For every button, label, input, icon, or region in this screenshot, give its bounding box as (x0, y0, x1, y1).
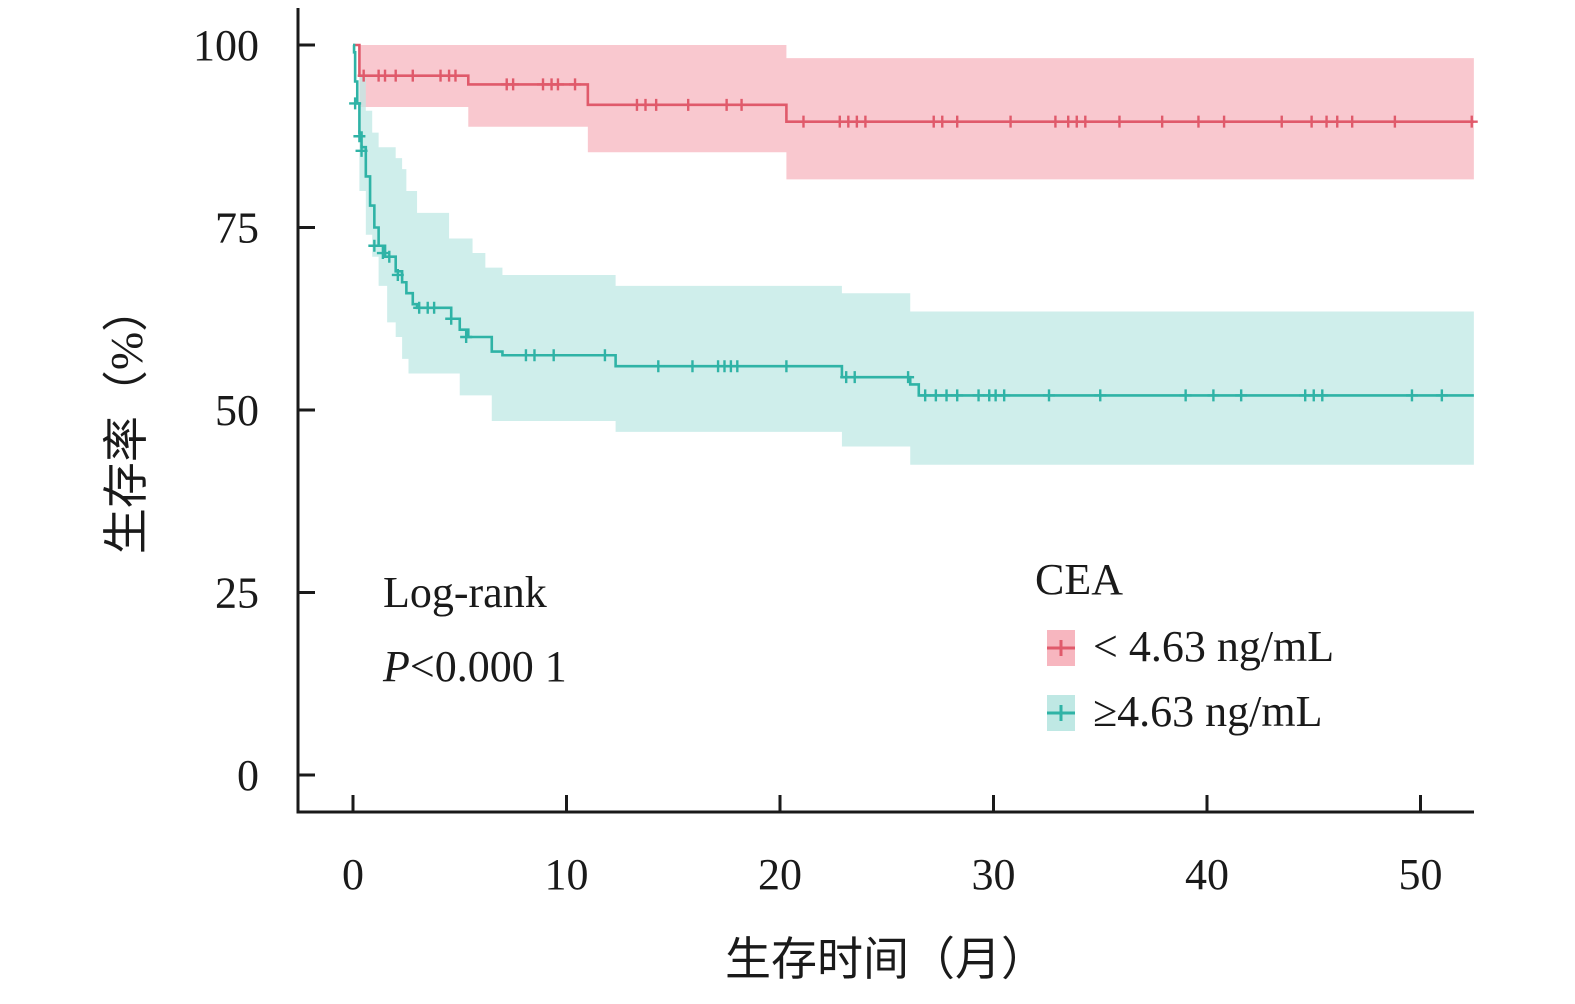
ci-band-high-cea (353, 45, 1474, 465)
logrank-annotation: Log-rank P<0.000 1 (382, 568, 567, 691)
legend-label-high: ≥4.63 ng/mL (1093, 687, 1322, 736)
axes: 0 25 50 75 100 0 10 20 30 40 50 (193, 8, 1474, 899)
censor-mark (919, 389, 932, 402)
x-tick-label: 40 (1185, 850, 1229, 899)
logrank-label: Log-rank (383, 568, 547, 617)
censor-mark (780, 360, 793, 373)
censor-mark (428, 301, 441, 314)
censor-mark (1388, 115, 1401, 128)
censor-mark (1004, 115, 1017, 128)
y-tick-label: 50 (215, 386, 259, 435)
censor-mark (1305, 115, 1318, 128)
censor-mark (1079, 115, 1092, 128)
legend: CEA < 4.63 ng/mL ≥4.63 ng/mL (1035, 555, 1334, 736)
censor-mark (368, 239, 381, 252)
legend-label-low: < 4.63 ng/mL (1093, 622, 1334, 671)
y-tick-label: 75 (215, 204, 259, 253)
censor-mark (1113, 115, 1126, 128)
x-tick-label: 20 (758, 850, 802, 899)
y-tick-label: 0 (237, 751, 259, 800)
p-value-text: <0.000 1 (410, 642, 567, 691)
censor-mark (1192, 115, 1205, 128)
censor-mark (383, 250, 396, 263)
x-tick-label: 0 (342, 850, 364, 899)
censor-mark (528, 349, 541, 362)
censor-mark (797, 115, 810, 128)
censor-marks-high-cea (349, 97, 1448, 402)
censor-mark (1465, 115, 1478, 128)
censor-mark (972, 389, 985, 402)
censor-mark (1435, 389, 1448, 402)
censor-mark (951, 389, 964, 402)
censor-mark (720, 98, 733, 111)
x-tick-label: 50 (1399, 850, 1443, 899)
censor-mark (355, 144, 368, 157)
censor-mark (936, 115, 949, 128)
censor-mark (547, 349, 560, 362)
censor-mark (998, 389, 1011, 402)
censor-mark (735, 98, 748, 111)
y-axis-title: 生存率（%） (101, 286, 152, 554)
legend-title: CEA (1035, 555, 1123, 604)
censor-mark (349, 97, 362, 110)
censor-mark (391, 268, 404, 281)
censor-mark (1049, 115, 1062, 128)
p-value: P<0.000 1 (382, 642, 567, 691)
censor-mark (379, 69, 392, 82)
censor-mark (406, 69, 419, 82)
censor-mark (929, 389, 942, 402)
x-tick-label: 30 (972, 850, 1016, 899)
legend-item-low-cea: < 4.63 ng/mL (1047, 622, 1334, 671)
censor-mark (376, 247, 389, 260)
censor-mark (389, 69, 402, 82)
censor-mark (1043, 389, 1056, 402)
y-tick-label: 100 (193, 21, 259, 70)
censor-mark (650, 98, 663, 111)
censor-mark (1156, 115, 1169, 128)
censor-mark (569, 78, 582, 91)
censor-mark (1331, 115, 1344, 128)
censor-mark (848, 371, 861, 384)
x-axis-title: 生存时间（月） (725, 934, 1047, 985)
censor-mark (1405, 389, 1418, 402)
censor-mark (859, 115, 872, 128)
legend-item-high-cea: ≥4.63 ng/mL (1047, 687, 1322, 736)
censor-mark (731, 360, 744, 373)
censor-mark (598, 349, 611, 362)
censor-mark (551, 78, 564, 91)
y-tick-label: 25 (215, 569, 259, 618)
censor-mark (357, 69, 370, 82)
ci-band-low-cea (353, 45, 1474, 180)
x-tick-label: 10 (545, 850, 589, 899)
censor-mark (445, 312, 458, 325)
censor-mark (353, 130, 366, 143)
censor-mark (1346, 115, 1359, 128)
censor-mark (1235, 389, 1248, 402)
censor-mark (652, 360, 665, 373)
censor-mark (639, 98, 652, 111)
censor-mark (682, 98, 695, 111)
censor-mark (940, 389, 953, 402)
censor-mark (449, 69, 462, 82)
censor-mark (1275, 115, 1288, 128)
censor-mark (951, 115, 964, 128)
censor-mark (1316, 389, 1329, 402)
censor-mark (1094, 389, 1107, 402)
censor-mark (1179, 389, 1192, 402)
censor-mark (902, 371, 915, 384)
survival-curve-low-cea (353, 43, 1474, 123)
censor-mark (1320, 115, 1333, 128)
censor-mark (460, 331, 473, 343)
censor-mark (1218, 115, 1231, 128)
p-symbol: P (382, 642, 410, 691)
censor-marks-low-cea (357, 69, 1478, 128)
censor-mark (686, 360, 699, 373)
censor-mark (507, 78, 520, 91)
censor-mark (1207, 389, 1220, 402)
plot-area (349, 43, 1478, 465)
